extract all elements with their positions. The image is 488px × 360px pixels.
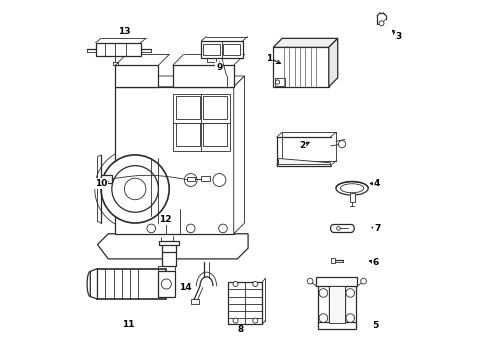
Text: 9: 9 [216,63,222,72]
Text: 6: 6 [371,258,378,267]
Bar [203,123,226,146]
Circle shape [336,226,340,230]
Bar [176,96,199,119]
Bar [330,258,334,263]
Circle shape [275,80,279,84]
Text: 13: 13 [118,27,130,36]
Circle shape [346,314,354,322]
Bar [190,300,198,304]
Bar [97,269,165,299]
Bar [172,65,233,87]
Bar [187,177,195,181]
Circle shape [252,282,257,287]
Circle shape [124,178,145,200]
Circle shape [212,174,225,186]
Text: 11: 11 [122,320,134,329]
Circle shape [147,224,155,233]
Bar [317,321,355,329]
Polygon shape [233,76,244,234]
Bar [316,277,357,286]
Bar [223,44,240,55]
Bar [328,286,344,323]
Text: 4: 4 [373,179,380,188]
Bar [176,123,199,146]
Polygon shape [115,87,233,234]
Bar [203,44,220,55]
Text: 1: 1 [266,54,272,63]
Bar [201,41,242,58]
Bar [162,252,176,266]
Polygon shape [90,269,97,299]
Polygon shape [115,76,244,87]
Text: 10: 10 [95,179,107,188]
Bar [115,65,158,87]
Circle shape [360,278,366,284]
Bar [159,241,179,245]
Circle shape [319,289,327,297]
Text: 8: 8 [237,325,244,334]
Polygon shape [273,39,337,47]
Bar [274,78,285,86]
Polygon shape [278,158,330,165]
Polygon shape [328,39,337,87]
Bar [158,271,174,297]
Circle shape [186,224,195,233]
Circle shape [184,174,197,186]
Bar [273,47,328,87]
Circle shape [306,278,312,284]
Circle shape [378,21,383,26]
Polygon shape [97,234,247,259]
Text: 14: 14 [179,283,191,292]
Bar [349,193,354,202]
Text: 3: 3 [395,32,401,41]
Text: 2: 2 [298,141,305,150]
Bar [228,282,262,324]
Bar [203,96,226,119]
Circle shape [252,318,257,323]
Bar [344,279,355,325]
Circle shape [233,282,238,287]
Text: 7: 7 [373,224,380,233]
Circle shape [101,155,169,223]
Bar [96,42,140,56]
Circle shape [319,314,327,322]
Circle shape [338,140,345,148]
Circle shape [112,166,158,212]
Text: 12: 12 [159,215,171,224]
Bar [101,175,112,183]
Circle shape [218,224,227,233]
Bar [317,279,328,325]
Bar [172,94,230,151]
Circle shape [233,318,238,323]
Bar [201,176,210,181]
Circle shape [346,289,354,297]
Circle shape [161,279,171,289]
Text: 5: 5 [371,321,378,330]
